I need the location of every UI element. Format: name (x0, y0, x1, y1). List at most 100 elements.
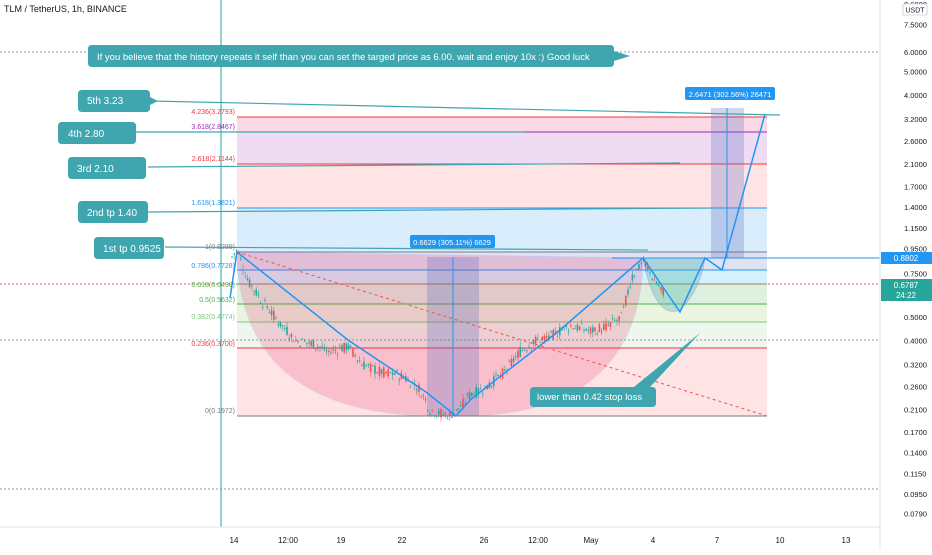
candle-body (583, 330, 585, 331)
candle-body (603, 324, 605, 330)
candle-body (484, 386, 486, 388)
candle-body (328, 350, 330, 352)
candle-body (268, 312, 271, 314)
fib-zone-0618-05 (237, 284, 767, 304)
price-tick-label: 1.4000 (904, 203, 927, 212)
candle-body (550, 330, 552, 332)
candle-body (642, 260, 645, 262)
pointer-2nd (147, 207, 716, 213)
callout-3rd[interactable]: 3rd 2.10 (68, 157, 146, 179)
fib-label: 0(0.1972) (205, 408, 235, 415)
candle-body (471, 392, 473, 396)
candle-body (567, 330, 570, 332)
price-tick-label: 2.6000 (904, 137, 927, 146)
fib-label: 0.5(0.5632) (199, 297, 235, 304)
candle-body (497, 375, 499, 376)
fib-zone-4236-3618 (237, 117, 767, 132)
candle-body (506, 369, 508, 371)
callout-4th-label: 4th 2.80 (68, 129, 105, 140)
candle-body (345, 343, 348, 351)
candle-body (259, 302, 262, 304)
candle-body (589, 327, 592, 334)
candle-body (244, 276, 246, 278)
candle-body (385, 371, 387, 374)
candle-body (559, 327, 561, 336)
candle-body (462, 398, 464, 409)
candle-body (367, 364, 370, 366)
candle-body (625, 295, 627, 306)
candle-body (532, 340, 535, 344)
candle-body (653, 279, 656, 281)
candle-body (314, 348, 317, 350)
candle-body (442, 414, 444, 416)
candle-body (299, 346, 301, 347)
price-tick-label: 0.3200 (904, 361, 927, 370)
time-axis-ticks[interactable]: 14 12:00 19 22 26 12:00 May 4 7 10 13 (230, 536, 851, 545)
time-tick-label: 22 (398, 536, 407, 545)
candle-body (242, 269, 244, 271)
callout-5th[interactable]: 5th 3.23 (78, 90, 158, 112)
price-tick-label: 1.1500 (904, 224, 927, 233)
price-tick-label: 0.0790 (904, 510, 927, 519)
time-tick-label: 7 (715, 536, 720, 545)
candle-body (433, 415, 436, 417)
candle-body (253, 290, 255, 292)
candle-body (607, 325, 609, 326)
candle-body (431, 409, 433, 411)
candle-body (339, 347, 341, 348)
last-price-text: 0.6787 (894, 281, 919, 290)
callout-4th[interactable]: 4th 2.80 (58, 122, 136, 144)
fib-label: 2.618(2.1144) (192, 156, 235, 163)
callout-1st[interactable]: 1st tp 0.9525 (94, 237, 164, 259)
candle-body (523, 349, 526, 351)
candle-body (411, 381, 414, 383)
main-note-callout[interactable]: If you believe that the history repeats … (88, 45, 630, 67)
candle-body (394, 373, 396, 375)
candle-body (556, 336, 559, 338)
candle-body (427, 410, 429, 411)
line-price-text: 0.8802 (894, 254, 919, 263)
candle-body (477, 388, 480, 394)
candle-body (264, 299, 266, 301)
candle-body (270, 310, 273, 315)
candle-body (561, 329, 563, 331)
candle-body (512, 358, 515, 362)
currency-badge[interactable]: USDT (902, 3, 928, 16)
candle-body (376, 372, 378, 374)
price-axis-bg (880, 0, 932, 550)
candle-body (240, 258, 242, 260)
callout-2nd[interactable]: 2nd tp 1.40 (78, 201, 148, 223)
target-pointer-lines (135, 100, 781, 251)
candle-body (292, 341, 295, 343)
candle-body (446, 418, 449, 420)
candle-body (576, 324, 579, 331)
measure-label-2-text: 2.6471 (302.56%) 26471 (689, 90, 772, 99)
candle-body (528, 346, 530, 348)
price-tick-label: 1.7000 (904, 183, 927, 192)
line-price-badge: 0.8802 (881, 252, 932, 264)
candle-body (554, 330, 557, 332)
candle-body (416, 389, 418, 391)
symbol-title[interactable]: TLM / TetherUS, 1h, BINANCE (4, 4, 127, 14)
price-tick-label: 6.0000 (904, 48, 927, 57)
price-tick-label: 0.5000 (904, 313, 927, 322)
candle-body (277, 324, 279, 325)
countdown-text: 24:22 (896, 291, 917, 300)
candle-body (257, 294, 260, 296)
candle-body (658, 285, 660, 287)
candle-body (614, 320, 616, 321)
candle-body (387, 369, 389, 377)
candle-body (537, 338, 539, 340)
stop-loss-callout[interactable]: lower than 0.42 stop loss (530, 333, 700, 407)
time-tick-label: 26 (480, 536, 489, 545)
price-tick-label: 5.0000 (904, 67, 927, 76)
candle-body (605, 322, 607, 331)
candle-body (578, 326, 581, 330)
candle-body (521, 350, 524, 352)
candle-body (286, 326, 288, 335)
candle-body (572, 328, 574, 330)
candle-body (504, 369, 506, 371)
currency-label: USDT (905, 8, 925, 15)
